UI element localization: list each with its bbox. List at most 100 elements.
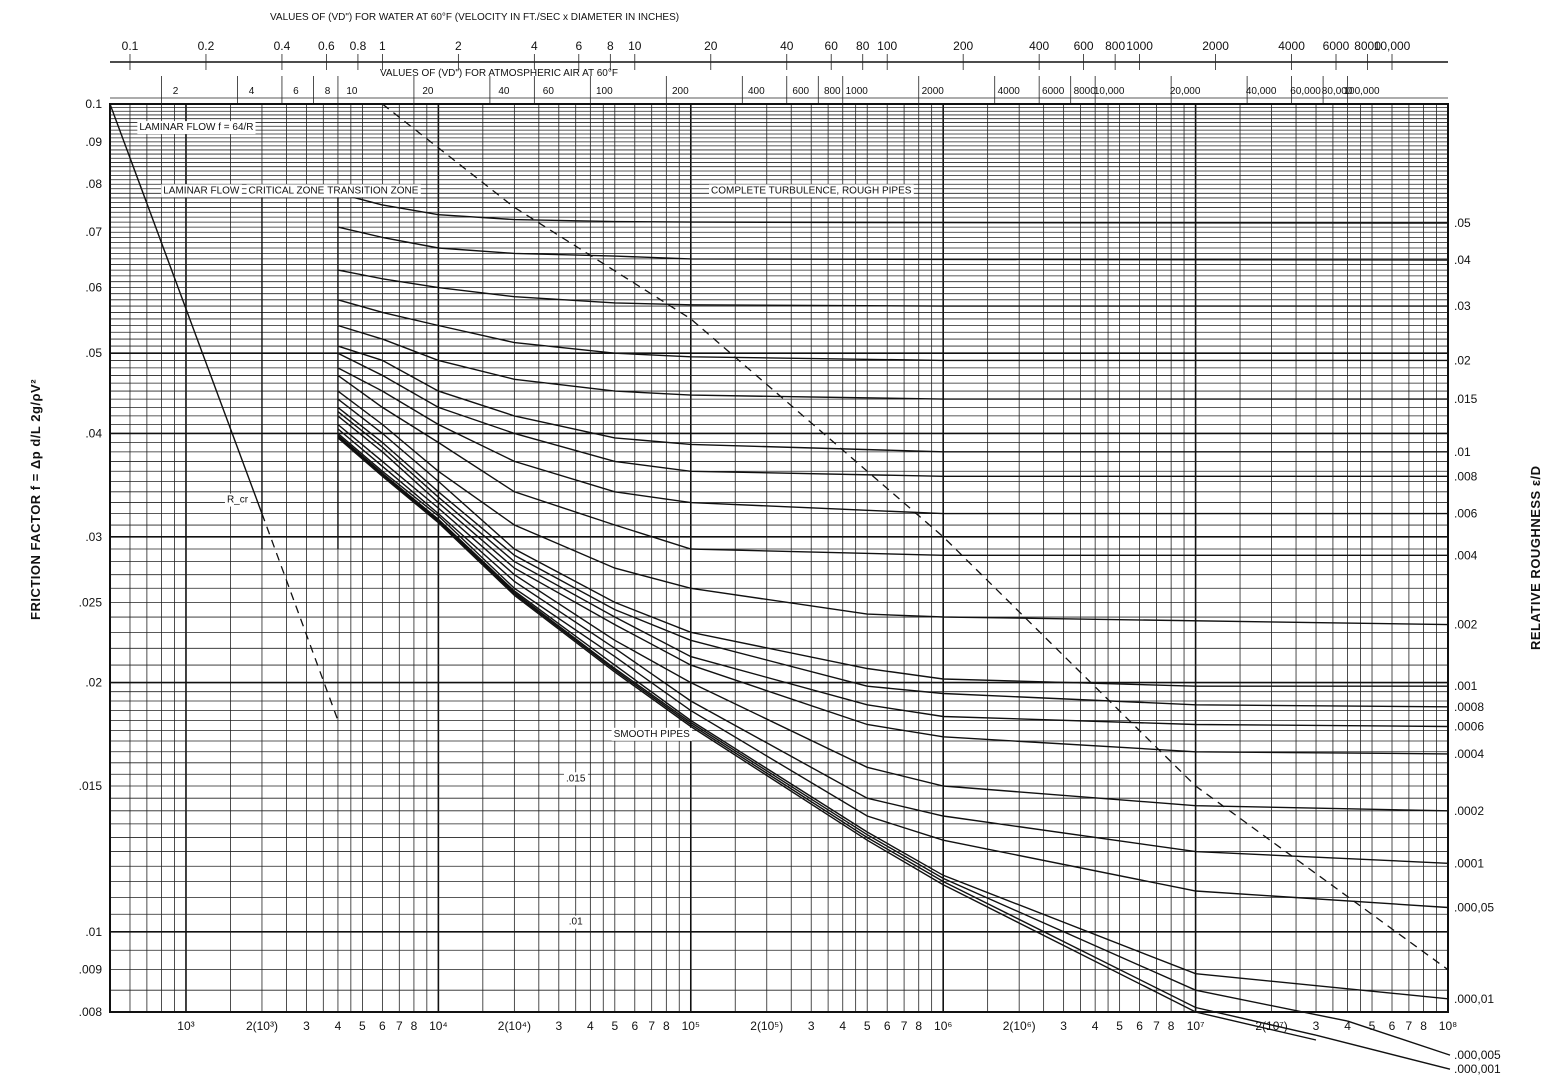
y-tick-label: .03 — [85, 530, 102, 544]
water-scale-label: 8 — [607, 39, 614, 53]
roughness-curve — [337, 435, 1348, 1022]
roughness-label: .04 — [1454, 253, 1471, 267]
roughness-leader — [1315, 1034, 1451, 1070]
x-tick-label: 4 — [839, 1019, 846, 1033]
roughness-leader — [1347, 1020, 1451, 1056]
x-tick-label: 8 — [411, 1019, 418, 1033]
water-scale-label: 200 — [953, 39, 973, 53]
grid-lines — [109, 103, 1449, 1013]
water-scale-label: 0.6 — [318, 39, 335, 53]
roughness-curve — [337, 269, 1448, 307]
water-scale-label: 6000 — [1323, 39, 1350, 53]
annotation-backing — [224, 493, 251, 507]
air-scale-label: 6000 — [1042, 86, 1065, 97]
chart-annotation: .015 — [566, 773, 586, 784]
air-scale-label: 8000 — [1074, 86, 1097, 97]
water-scale-label: 8000 — [1354, 39, 1381, 53]
roughness-label: .000,05 — [1454, 900, 1494, 914]
x-tick-label: 5 — [1369, 1019, 1376, 1033]
annotation-backing — [137, 121, 256, 135]
air-scale-label: 40 — [498, 86, 510, 97]
x-tick-label: 7 — [648, 1019, 655, 1033]
x-tick-label: 8 — [915, 1019, 922, 1033]
air-scale-label: 1000 — [846, 86, 869, 97]
air-scale-label: 20,000 — [1170, 86, 1201, 97]
water-scale-label: 0.8 — [350, 39, 367, 53]
roughness-curve — [337, 415, 1449, 755]
water-scale-label: 2 — [455, 39, 462, 53]
air-scale-label: 4 — [249, 86, 255, 97]
air-scale-label: 10,000 — [1094, 86, 1125, 97]
x-tick-label: 3 — [1313, 1019, 1320, 1033]
water-scale-label: 80 — [856, 39, 870, 53]
x-tick-label: 6 — [1136, 1019, 1143, 1033]
air-scale-label: 2000 — [922, 86, 945, 97]
annotation-backing — [246, 184, 327, 198]
roughness-curve — [337, 192, 1449, 224]
air-scale-label: 8 — [325, 86, 331, 97]
roughness-curve — [337, 324, 1448, 400]
roughness-label: .015 — [1454, 392, 1478, 406]
x-tick-label: 6 — [1389, 1019, 1396, 1033]
roughness-label: .01 — [1454, 445, 1471, 459]
chart-annotation: CRITICAL ZONE — [249, 185, 325, 196]
water-scale-label: 1000 — [1126, 39, 1153, 53]
air-scale-label: 60 — [543, 86, 555, 97]
roughness-curve — [337, 398, 1448, 687]
roughness-curve — [337, 428, 1449, 864]
roughness-label: .0001 — [1454, 856, 1484, 870]
water-scale-label: 0.1 — [122, 39, 139, 53]
x-tick-label: 2(10⁷) — [1255, 1019, 1287, 1033]
water-scale-label: 800 — [1105, 39, 1125, 53]
top-water-title: VALUES OF (VD") FOR WATER AT 60°F (VELOC… — [270, 12, 679, 23]
air-scale-label: 10 — [346, 86, 358, 97]
y-tick-label: .015 — [79, 779, 103, 793]
air-scale-label: 600 — [792, 86, 809, 97]
y-tick-label: .06 — [85, 281, 102, 295]
top-scales: 0.1 0.2 0.4 0.6 0.8 1 2 4 6 8 10 20 40 60 80 100 200 400 6… — [110, 39, 1448, 104]
water-scale-label: 60 — [825, 39, 839, 53]
air-scale-label: 80,000 — [1322, 86, 1353, 97]
annotation-backing — [709, 184, 914, 198]
y-tick-label: .02 — [85, 676, 102, 690]
chart-annotation: LAMINAR FLOW f = 64/R — [139, 122, 253, 133]
air-scale-label: 200 — [672, 86, 689, 97]
water-scale-label: 40 — [780, 39, 794, 53]
x-tick-label: 8 — [1168, 1019, 1175, 1033]
air-scale-label: 800 — [824, 86, 841, 97]
air-scale-label: 40,000 — [1246, 86, 1277, 97]
x-tick-label: 5 — [359, 1019, 366, 1033]
chart-annotation: LAMINAR FLOW — [163, 185, 240, 196]
annotation-backing — [563, 772, 588, 786]
roughness-curve — [337, 406, 1449, 708]
critical-zone-boundary — [261, 513, 339, 721]
roughness-label: .0004 — [1454, 747, 1484, 761]
roughness-label: .008 — [1454, 469, 1478, 483]
water-scale-label: 6 — [575, 39, 582, 53]
air-scale-label: 4000 — [998, 86, 1021, 97]
x-tick-label: 7 — [1406, 1019, 1413, 1033]
roughness-label: .000,005 — [1454, 1048, 1501, 1062]
water-scale-label: 4 — [531, 39, 538, 53]
axis-labels: 10³ 2(10³) 3 4 5 6 7 8 10⁴ 2(10⁴) 3 4 5 6 7 8 10⁵ 2(10⁵) 3… — [79, 97, 1458, 1033]
y-tick-label: 0.1 — [85, 97, 102, 111]
water-scale-label: 0.2 — [198, 39, 215, 53]
y-tick-label: .01 — [85, 925, 102, 939]
water-scale-label: 20 — [704, 39, 718, 53]
x-tick-label: 6 — [379, 1019, 386, 1033]
water-scale-label: 100 — [877, 39, 897, 53]
air-scale-label: 2 — [173, 86, 179, 97]
annotation-backing — [161, 184, 242, 198]
roughness-curve — [337, 437, 1317, 1041]
x-tick-label: 2(10⁵) — [750, 1019, 783, 1033]
air-scale-label: 100,000 — [1343, 86, 1380, 97]
water-scale-label: 4000 — [1278, 39, 1305, 53]
water-scale-label: 400 — [1029, 39, 1049, 53]
x-tick-label: 4 — [1344, 1019, 1351, 1033]
x-tick-label: 10⁷ — [1187, 1019, 1205, 1033]
annotation-backing — [566, 915, 586, 929]
roughness-label: .0008 — [1454, 700, 1484, 714]
roughness-label: .006 — [1454, 507, 1478, 521]
x-tick-label: 3 — [808, 1019, 815, 1033]
